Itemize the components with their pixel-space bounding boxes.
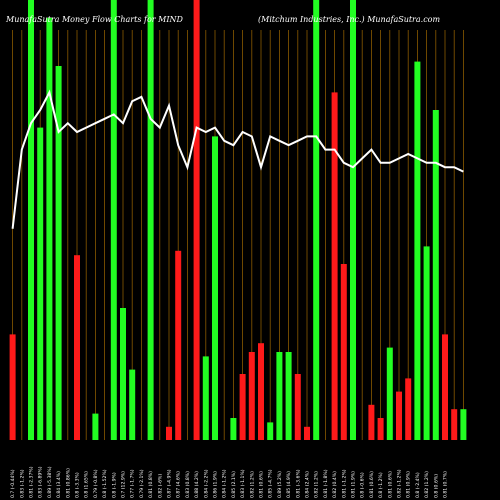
- x-tick-label: 0.81 (0.86%): [65, 468, 71, 498]
- flow-bar: [460, 409, 467, 440]
- x-tick-label: 0.83 (0.8%): [185, 471, 191, 498]
- money-flow-line: [11, 89, 464, 229]
- flow-bar: [350, 0, 356, 440]
- flow-bar: [239, 374, 246, 440]
- flow-bar: [74, 255, 80, 440]
- bar-series: [9, 0, 467, 441]
- x-tick-label: 0.84 (2.4%): [305, 471, 311, 498]
- flow-bar: [110, 0, 117, 440]
- flow-bar: [9, 334, 16, 440]
- flow-bar: [28, 0, 34, 440]
- x-tick-label: 0.81 (0.6%): [387, 471, 393, 498]
- x-tick-label: 0.83 (-1.1%): [240, 469, 246, 498]
- flow-bar: [37, 127, 44, 440]
- x-tick-label: 0.8 (-0.6%): [360, 472, 366, 498]
- x-tick-label: 0.82 (-6%): [157, 474, 163, 498]
- flow-line-path: [11, 89, 464, 229]
- x-tick-label: 0.84 (3.4%): [56, 471, 62, 498]
- flow-bar: [405, 378, 412, 440]
- x-tick-label: 0.79 (-2.1%): [139, 469, 145, 498]
- chart-title-right: (Mitchum Industries, Inc.) MunafaSutra.c…: [258, 15, 440, 24]
- flow-bar: [331, 92, 338, 441]
- x-tick-label: 0.82 (1.2%): [424, 471, 430, 498]
- x-tick-label: 0.8 (-1.52%): [102, 469, 108, 498]
- x-tick-label: 0.81 (0.6%): [259, 471, 265, 498]
- flow-bar: [202, 356, 209, 440]
- gridlines: [12, 30, 464, 440]
- x-tick-label: 0.85 (4.9%): [286, 471, 292, 498]
- x-tick-label: 0.85 (2.1%): [231, 471, 237, 498]
- flow-bar: [386, 347, 393, 440]
- x-tick-label: 0.81 (-2.37%): [29, 466, 35, 498]
- flow-bar: [377, 418, 384, 440]
- flow-bar: [267, 422, 274, 440]
- flow-bar: [294, 374, 301, 440]
- x-tick-label: 0.85 (-4.7%): [268, 469, 274, 498]
- flow-bar: [147, 0, 154, 440]
- x-tick-label: 0.82 (1.2%): [249, 471, 255, 498]
- flow-bar: [368, 404, 375, 440]
- x-tick-label: 0.8 (1.65%): [84, 471, 90, 498]
- flow-bar: [46, 17, 53, 440]
- x-tick-label: 0.81 (-3.6%): [295, 469, 301, 498]
- x-tick-label: 0.81 (1.9%): [351, 471, 357, 498]
- x-tick-label: 0.89 (-5.38%): [47, 466, 53, 498]
- flow-bar: [396, 391, 402, 440]
- flow-bar: [120, 308, 126, 440]
- flow-bar: [313, 0, 320, 440]
- flow-bar: [432, 110, 439, 440]
- x-tick-label: 0.77 (-1.7%): [130, 469, 136, 498]
- x-tick-label: 0.83 (-1.2%): [19, 469, 25, 498]
- x-tick-label: 0.81 (-1.2%): [341, 469, 347, 498]
- x-tick-label: 0.82 (0.4%): [332, 471, 338, 498]
- flow-bar: [258, 343, 264, 440]
- x-tick-label: 0.8 (-1.2%): [378, 472, 384, 498]
- flow-bar: [423, 246, 430, 440]
- x-tick-label: 0.81 (0.7%): [443, 471, 449, 498]
- x-tick-label: 0.7 (12.9%): [121, 471, 127, 498]
- flow-bar: [414, 61, 421, 440]
- flow-bar: [193, 0, 200, 440]
- flow-bar: [55, 66, 62, 440]
- x-tick-label: 0.8 (-1.9%): [111, 472, 117, 498]
- flow-bar: [248, 352, 255, 440]
- x-tick-label: 0.84 (-1.2%): [222, 469, 228, 498]
- flow-bar: [340, 264, 347, 440]
- x-tick-label: 0.87 (4.6%): [176, 471, 182, 498]
- x-tick-label: 0.81 (-1.8%): [323, 469, 329, 498]
- x-tick-label: 0.8 (-2.4%): [415, 472, 421, 498]
- x-tick-label: 0.81 (0.8%): [148, 471, 154, 498]
- x-tick-label: 0.87 (-4.9%): [167, 469, 173, 498]
- x-tick-label: 0.86 (1.9%): [213, 471, 219, 498]
- x-tick-label: 0.82 (1.2%): [314, 471, 320, 498]
- flow-bar: [92, 413, 99, 440]
- flow-bar: [304, 426, 310, 440]
- flow-bar: [175, 250, 182, 440]
- x-tick-label: 0.8 (-3.3%): [75, 472, 81, 498]
- flow-bar: [442, 334, 448, 440]
- flow-bar: [129, 369, 136, 440]
- x-tick-labels: 0.7 (-0.44%) 0.83 (-1.2%) 0.81 (-2.37%) 0.8…: [10, 466, 448, 498]
- x-tick-label: 0.81 (0.6%): [369, 471, 375, 498]
- x-tick-label: 0.82 (-1.2%): [397, 469, 403, 498]
- flow-bar: [212, 136, 218, 440]
- flow-bar: [285, 352, 292, 440]
- flow-bar: [451, 409, 458, 440]
- x-tick-label: 0.7 (-0.44%): [10, 469, 16, 498]
- x-tick-label: 0.8 (0.6%): [433, 474, 439, 498]
- chart-title-left: MunafaSutra Money Flow Charts for MIND: [5, 15, 183, 24]
- x-tick-label: 0.83 (-6.89%): [38, 466, 44, 498]
- flow-bar: [230, 418, 237, 440]
- flow-bar: [276, 352, 283, 440]
- x-tick-label: 0.81 (0.9%): [406, 471, 412, 498]
- x-tick-label: 0.79 (-0.8%): [93, 469, 99, 498]
- x-tick-label: 0.88 (4.2%): [194, 471, 200, 498]
- x-tick-label: 0.89 (5.2%): [277, 471, 283, 498]
- x-tick-label: 0.84 (-2.2%): [203, 469, 209, 498]
- flow-bar: [166, 426, 172, 440]
